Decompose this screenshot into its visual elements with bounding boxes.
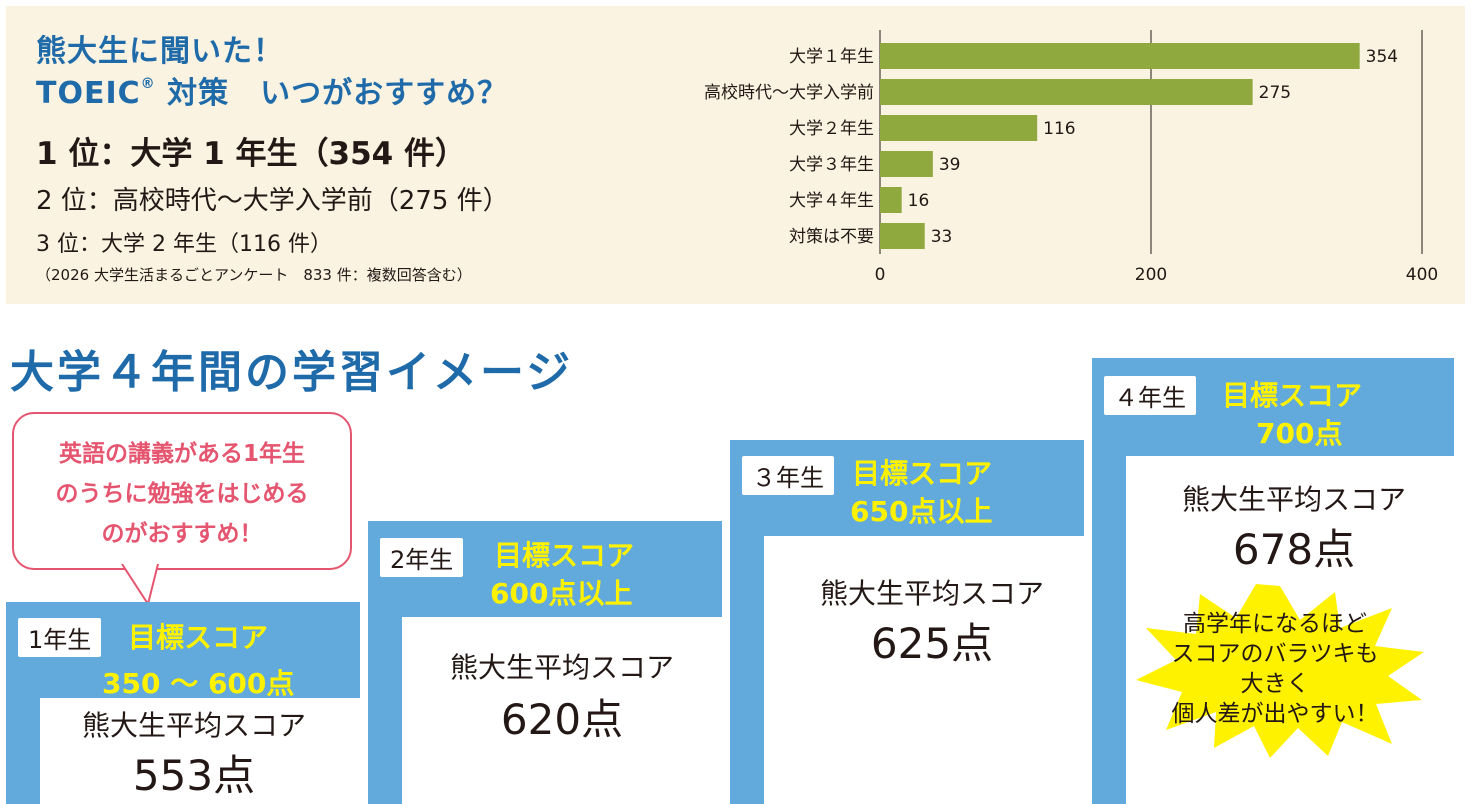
year2-badge: 2年生 [380,538,464,577]
year2-target-label: 目標スコア [494,539,635,572]
bar-4 [880,187,902,213]
bar-3 [880,151,933,177]
bar-2 [880,115,1038,141]
survey-title-line2: TOEIC® 対策 いつがおすすめ？ [36,76,509,111]
data-label-3: 39 [939,155,961,175]
section-title: 大学４年間の学習イメージ [10,347,574,398]
year4-avg-value: 678点 [1232,525,1356,574]
burst-line-1: 高学年になるほど [1183,611,1367,637]
year3-step-inner [764,536,1084,804]
rank-2: 2 位：高校時代〜大学入学前（275 件） [36,186,509,216]
rank-3: 3 位：大学 2 年生（116 件） [36,232,332,257]
category-label-1: 高校時代〜大学入学前 [704,83,874,103]
category-label-5: 対策は不要 [789,227,874,247]
x-tick-label-1: 200 [1135,265,1167,285]
registered-mark: ® [140,76,156,92]
year4-avg-label: 熊大生平均スコア [1181,483,1406,516]
x-tick-label-0: 0 [875,265,886,285]
year1-avg-label: 熊大生平均スコア [81,709,306,742]
rank-1: 1 位：大学 1 年生（354 件） [36,136,467,172]
year1-target-value: 350 ～ 600点 [102,667,295,700]
category-label-0: 大学１年生 [789,47,874,67]
year1-avg-value: 553点 [132,751,256,800]
burst-line-3: 大きく [1240,671,1310,697]
year3-avg-value: 625点 [870,619,994,668]
burst-line-2: スコアのバラツキも [1171,641,1379,667]
x-tick-label-2: 400 [1406,265,1438,285]
year4-badge: ４年生 [1104,376,1196,415]
bubble-line-2: のうちに勉強をはじめる [55,481,309,507]
survey-source: （2026 大学生活まるごとアンケート 833 件：複数回答含む） [36,266,472,284]
year2-step-inner [402,617,722,804]
burst-line-4: 個人差が出やすい！ [1171,701,1379,727]
data-label-0: 354 [1366,47,1398,67]
category-label-2: 大学２年生 [789,119,874,139]
year4-target-label: 目標スコア [1222,379,1363,412]
year1-badge: 1年生 [18,618,102,657]
year3-target-value: 650点以上 [850,495,993,528]
bar-0 [880,43,1360,69]
bar-5 [880,223,925,249]
year2-avg-label: 熊大生平均スコア [449,651,674,684]
starburst-callout [1136,584,1424,758]
year2-target-value: 600点以上 [490,577,633,610]
survey-title-line1: 熊大生に聞いた！ [36,34,284,69]
year3-avg-label: 熊大生平均スコア [819,577,1044,610]
data-label-1: 275 [1259,83,1291,103]
category-label-4: 大学４年生 [789,191,874,211]
data-label-2: 116 [1043,119,1075,139]
data-label-4: 16 [908,191,930,211]
bubble-line-3: のがおすすめ！ [101,521,263,547]
bar-1 [880,79,1253,105]
bar-chart: 0 200 400 大学１年生 354 高校時代〜大学入学前 275 大学２年生 116 大学３年… [704,30,1438,285]
year3-badge: ３年生 [742,456,834,495]
advice-bubble: 英語の講義がある1年生 のうちに勉強をはじめる のがおすすめ！ [12,412,352,570]
year4-target-value: 700点 [1256,417,1343,450]
data-label-5: 33 [931,227,953,247]
bubble-line-1: 英語の講義がある1年生 [58,441,305,467]
category-label-3: 大学３年生 [789,155,874,175]
year2-avg-value: 620点 [500,695,624,744]
year3-target-label: 目標スコア [852,457,993,490]
year1-step-inner [40,698,360,804]
year1-target-label: 目標スコア [128,621,269,654]
